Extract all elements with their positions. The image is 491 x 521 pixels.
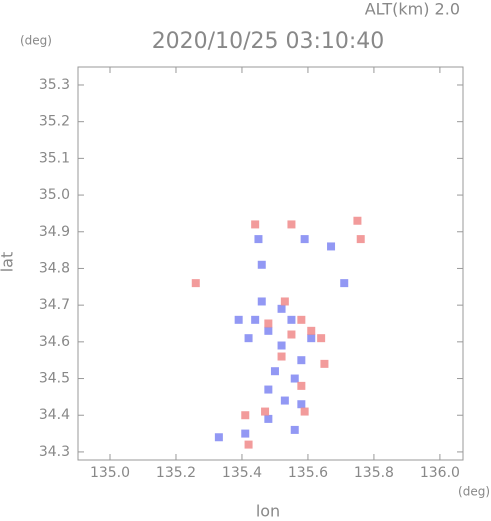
echo-cell [307, 326, 316, 335]
echo-cell [234, 315, 243, 324]
echo-cell [356, 235, 365, 244]
echo-cell [241, 429, 250, 438]
x-tick-label: 136.0 [420, 465, 460, 481]
x-tick-label: 135.4 [222, 465, 262, 481]
echo-cell [270, 367, 279, 376]
echo-cell [277, 304, 286, 313]
echo-cell [280, 396, 289, 405]
echo-cell [214, 433, 223, 442]
echo-cell [277, 352, 286, 361]
echo-cell [244, 334, 253, 343]
echo-cell [287, 220, 296, 229]
echo-cell [287, 330, 296, 339]
echo-cell [320, 359, 329, 368]
y-unit: (deg) [20, 34, 52, 48]
chart-title: 2020/10/25 03:10:40 [152, 29, 385, 54]
echo-cell [300, 407, 309, 416]
y-tick-label: 35.1 [39, 150, 70, 166]
echo-cell [244, 440, 253, 449]
y-tick-label: 34.8 [39, 260, 70, 276]
echo-cell [264, 414, 273, 423]
chart-subtitle: ALT(km) 2.0 [365, 0, 460, 19]
echo-cell [254, 235, 263, 244]
y-axis-label: lat [0, 252, 17, 273]
y-tick-label: 34.7 [39, 297, 70, 313]
x-tick-label: 135.0 [90, 465, 130, 481]
y-tick-label: 34.3 [39, 444, 70, 460]
echo-cell [297, 400, 306, 409]
y-tick-label: 34.6 [39, 334, 70, 350]
echo-cell [340, 279, 349, 288]
plot-frame [77, 66, 464, 461]
echo-cell [257, 297, 266, 306]
x-unit: (deg) [458, 485, 490, 499]
echo-cell [297, 381, 306, 390]
y-tick-label: 35.2 [39, 114, 70, 130]
echo-cell [290, 425, 299, 434]
echo-cell [287, 315, 296, 324]
y-tick-label: 35.0 [39, 187, 70, 203]
echo-cell [191, 279, 200, 288]
x-tick-label: 135.2 [156, 465, 196, 481]
y-tick-label: 35.3 [39, 77, 70, 93]
x-axis-label: lon [256, 502, 280, 521]
echo-cell [264, 326, 273, 335]
echo-cell [297, 315, 306, 324]
x-tick-label: 135.8 [354, 465, 394, 481]
echo-cell [290, 374, 299, 383]
echo-cell [307, 334, 316, 343]
echo-cell [261, 407, 270, 416]
echo-cell [327, 242, 336, 251]
y-tick-label: 34.9 [39, 224, 70, 240]
echo-cell [353, 216, 362, 225]
echo-cell [300, 235, 309, 244]
echo-cell [280, 297, 289, 306]
echo-cell [251, 220, 260, 229]
x-tick-label: 135.6 [288, 465, 328, 481]
echo-cell [264, 385, 273, 394]
echo-cell [264, 319, 273, 328]
echo-cell [257, 260, 266, 269]
y-tick-label: 34.4 [39, 407, 70, 423]
echo-cell [297, 356, 306, 365]
y-tick-label: 34.5 [39, 371, 70, 387]
echo-cell [251, 315, 260, 324]
echo-cell [241, 411, 250, 420]
echo-cell [317, 334, 326, 343]
echo-cell [277, 341, 286, 350]
